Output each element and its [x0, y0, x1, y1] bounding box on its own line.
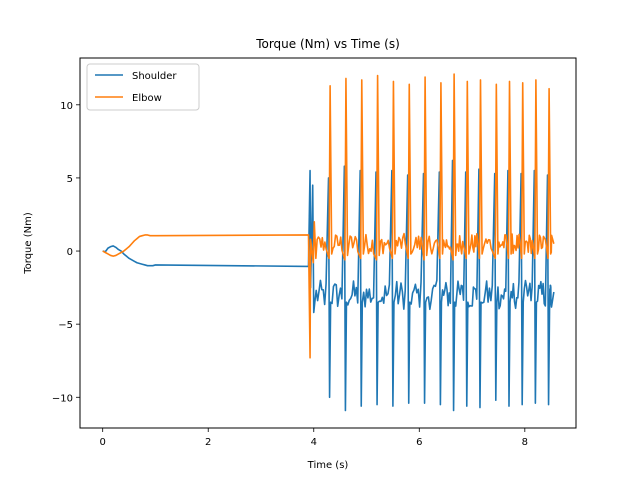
legend-label-shoulder: Shoulder: [132, 71, 177, 82]
x-tick-label: 4: [311, 437, 317, 448]
x-tick-label: 2: [205, 437, 211, 448]
legend-label-elbow: Elbow: [132, 93, 162, 104]
series-layer: [102, 73, 555, 412]
x-axis-label: Time (s): [307, 460, 349, 471]
y-tick-label: 0: [67, 247, 73, 258]
y-tick-label: 5: [67, 174, 73, 185]
plot-area: [79, 57, 577, 429]
plot-frame: [79, 57, 577, 429]
y-axis-label: Torque (Nm): [23, 212, 34, 275]
x-tick-label: 0: [100, 437, 106, 448]
y-tick-label: 10: [60, 101, 73, 112]
y-tick-label: −5: [58, 320, 73, 331]
x-tick-label: 8: [522, 437, 528, 448]
chart-title: Torque (Nm) vs Time (s): [255, 37, 400, 51]
legend: Shoulder Elbow: [86, 63, 200, 111]
x-axis: 0 2 4 6 8: [100, 428, 528, 448]
y-tick-label: −10: [52, 393, 73, 404]
x-tick-label: 6: [416, 437, 422, 448]
series-line-elbow: [102, 73, 555, 359]
y-axis: −10 −5 0 5 10: [52, 101, 80, 404]
